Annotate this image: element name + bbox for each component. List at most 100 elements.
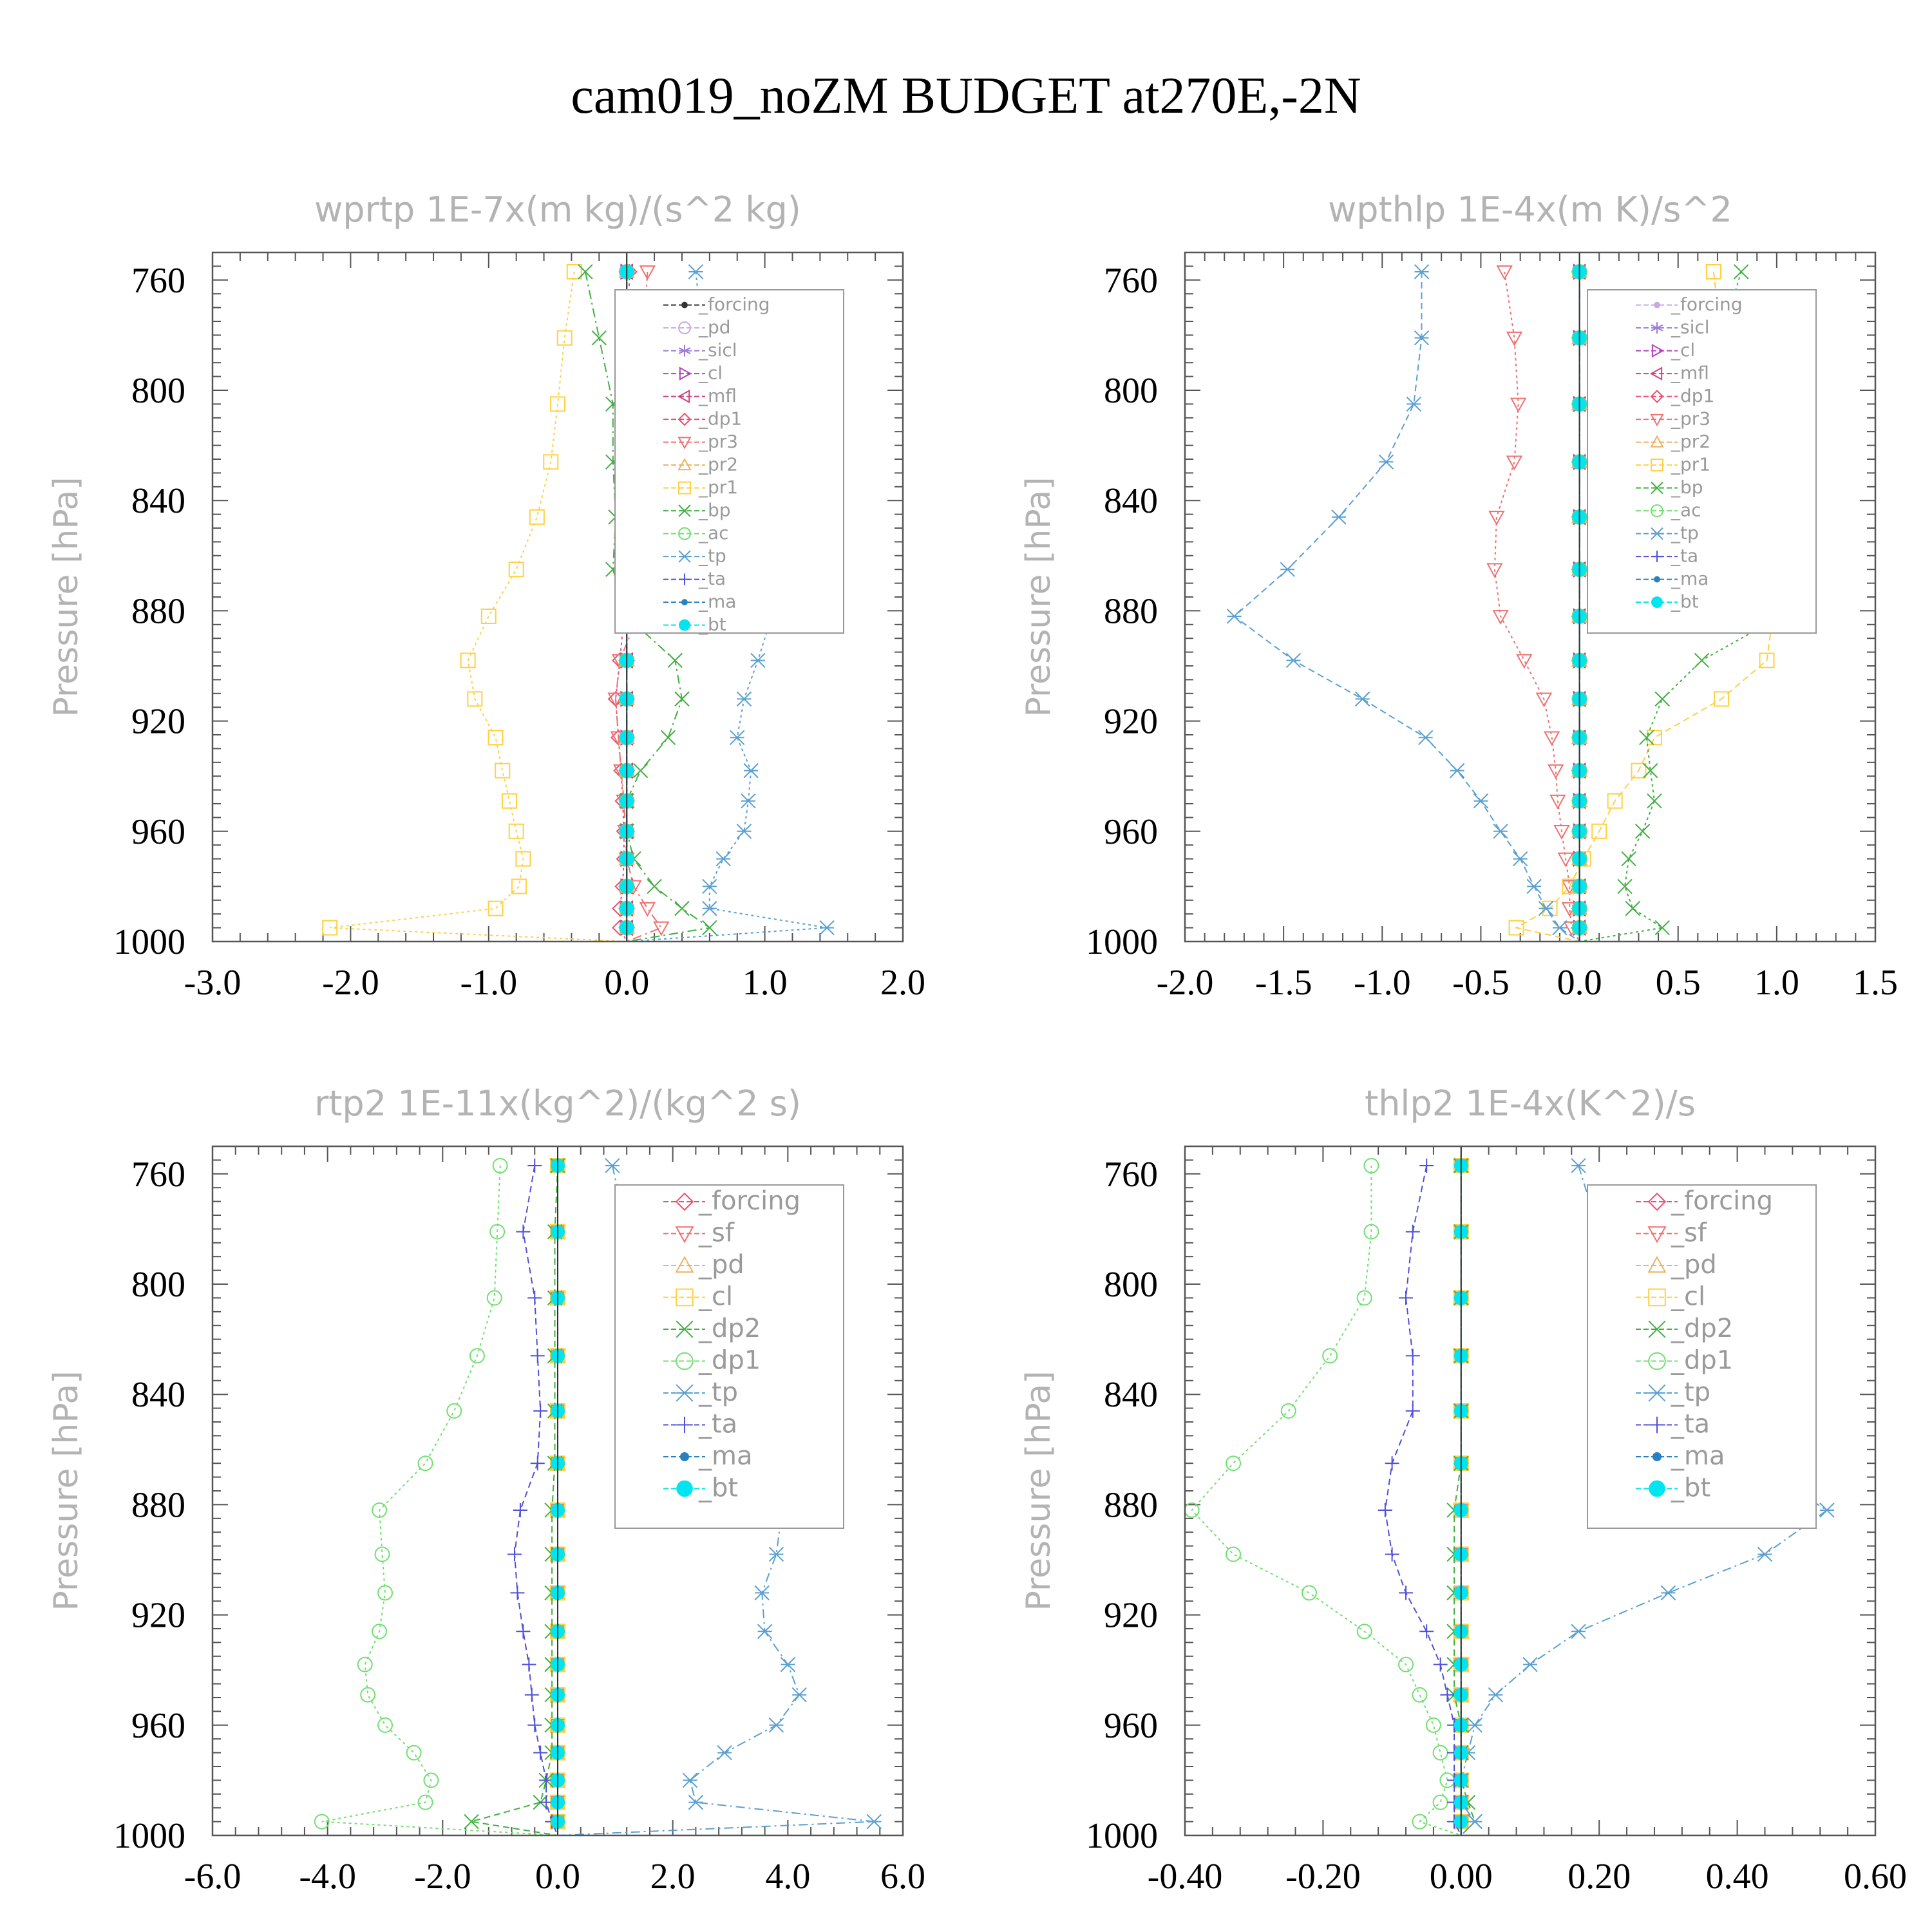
legend-label: _ma bbox=[698, 1441, 752, 1471]
data-point bbox=[524, 1687, 539, 1702]
data-point bbox=[1634, 824, 1651, 839]
series-dp1 bbox=[1185, 1157, 1462, 1835]
data-point bbox=[527, 1291, 542, 1305]
data-point bbox=[1414, 264, 1430, 279]
x-tick-label: -2.0 bbox=[1157, 963, 1214, 1003]
legend-label: _mfl bbox=[698, 385, 737, 406]
series-pr1 bbox=[322, 263, 627, 942]
data-point bbox=[768, 1718, 784, 1733]
data-point bbox=[377, 1717, 393, 1733]
data-point bbox=[1643, 762, 1658, 779]
legend-label: _dp1 bbox=[698, 1346, 761, 1376]
data-point bbox=[1280, 1403, 1296, 1419]
data-point bbox=[1516, 654, 1533, 669]
data-point bbox=[1226, 609, 1242, 624]
x-tick-label: -1.0 bbox=[1354, 963, 1411, 1003]
legend-label: _pr2 bbox=[1671, 431, 1710, 452]
x-tick-label: 0.60 bbox=[1844, 1857, 1907, 1897]
data-point bbox=[507, 1547, 522, 1562]
y-tick-label: 800 bbox=[131, 371, 185, 411]
data-point bbox=[1322, 1348, 1338, 1364]
data-point bbox=[1488, 511, 1505, 526]
y-tick-label: 960 bbox=[131, 1706, 185, 1746]
legend-marker bbox=[677, 412, 692, 426]
data-point bbox=[653, 921, 670, 936]
legend-label: _ta bbox=[1671, 1410, 1710, 1439]
y-tick-label: 840 bbox=[1104, 1375, 1158, 1415]
data-point bbox=[515, 851, 531, 867]
legend-label: _bp bbox=[1671, 477, 1703, 498]
y-tick-label: 1000 bbox=[1086, 922, 1158, 962]
legend-marker bbox=[678, 550, 691, 563]
series-ta bbox=[507, 1158, 560, 1835]
legend-marker bbox=[1651, 481, 1663, 495]
data-point bbox=[750, 652, 766, 668]
legend-label: _dp1 bbox=[1671, 1346, 1733, 1376]
axis-ticks bbox=[212, 252, 904, 942]
legend-label: _pd bbox=[1671, 1250, 1717, 1280]
data-point bbox=[1535, 692, 1553, 708]
legend-marker bbox=[1654, 576, 1660, 583]
legend-label: _dp1 bbox=[1671, 385, 1714, 406]
data-point bbox=[688, 264, 704, 279]
data-point bbox=[501, 793, 517, 809]
legend-marker bbox=[1651, 527, 1663, 540]
legend-marker bbox=[679, 1452, 690, 1462]
legend-marker bbox=[1648, 1352, 1666, 1370]
x-tick-label: -2.0 bbox=[414, 1857, 471, 1897]
data-point bbox=[1510, 397, 1527, 413]
legend-marker bbox=[1651, 459, 1663, 472]
data-point bbox=[492, 1157, 508, 1173]
data-point bbox=[1399, 1291, 1414, 1305]
data-point bbox=[741, 793, 756, 809]
legend-label: _ma bbox=[698, 591, 736, 612]
y-tick-label: 880 bbox=[1104, 1485, 1158, 1525]
data-point bbox=[702, 878, 717, 895]
panel-title: wpthlp 1E-4x(m K)/s^2 bbox=[1328, 189, 1732, 230]
panel-title: wprtp 1E-7x(m kg)/(s^2 kg) bbox=[314, 189, 801, 230]
legend-marker bbox=[676, 1320, 694, 1338]
legend-marker bbox=[1651, 596, 1663, 609]
y-tick-label: 1000 bbox=[113, 1816, 185, 1856]
data-point bbox=[508, 562, 524, 578]
legend-marker bbox=[676, 1352, 694, 1370]
y-axis-title: Pressure [hPa] bbox=[1019, 1371, 1058, 1611]
y-axis-title: Pressure [hPa] bbox=[47, 477, 86, 717]
data-point bbox=[533, 1403, 548, 1418]
data-point bbox=[1301, 1585, 1317, 1601]
data-point bbox=[791, 1687, 807, 1703]
data-point bbox=[1654, 691, 1670, 707]
x-tick-label: -6.0 bbox=[184, 1857, 242, 1897]
series-line bbox=[471, 1165, 558, 1835]
legend-label: _ma bbox=[1671, 568, 1709, 589]
plot-area bbox=[1226, 252, 1794, 942]
legend-label: _pr3 bbox=[698, 431, 738, 452]
data-point bbox=[866, 1814, 882, 1830]
data-point bbox=[1425, 1717, 1441, 1733]
data-point bbox=[702, 900, 717, 916]
series-line bbox=[584, 271, 712, 942]
legend-label: _pr2 bbox=[698, 454, 738, 475]
legend-marker bbox=[1654, 301, 1660, 308]
data-point bbox=[360, 1687, 376, 1703]
data-point bbox=[605, 1158, 620, 1173]
data-point bbox=[530, 1349, 545, 1363]
series-line bbox=[1514, 271, 1774, 942]
y-tick-label: 1000 bbox=[113, 922, 185, 962]
legend-marker bbox=[1649, 1416, 1665, 1434]
y-tick-label: 960 bbox=[1104, 812, 1158, 852]
data-point bbox=[314, 1814, 330, 1830]
data-point bbox=[527, 1158, 542, 1173]
data-point bbox=[1467, 1814, 1482, 1830]
data-point bbox=[1226, 1546, 1242, 1562]
x-tick-label: 1.5 bbox=[1853, 963, 1898, 1003]
data-point bbox=[488, 900, 504, 916]
data-point bbox=[688, 1794, 704, 1810]
data-point bbox=[674, 900, 690, 916]
series-tp bbox=[1226, 264, 1580, 942]
series-mfl bbox=[1571, 263, 1586, 942]
legend-marker bbox=[678, 481, 691, 495]
data-point bbox=[768, 1546, 784, 1562]
legend-label: _dp2 bbox=[1671, 1314, 1733, 1343]
data-point bbox=[508, 823, 524, 839]
